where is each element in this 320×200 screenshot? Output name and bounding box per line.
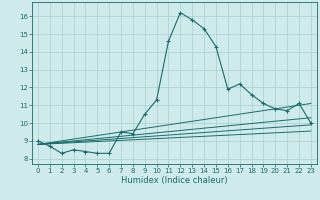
X-axis label: Humidex (Indice chaleur): Humidex (Indice chaleur) <box>121 176 228 185</box>
